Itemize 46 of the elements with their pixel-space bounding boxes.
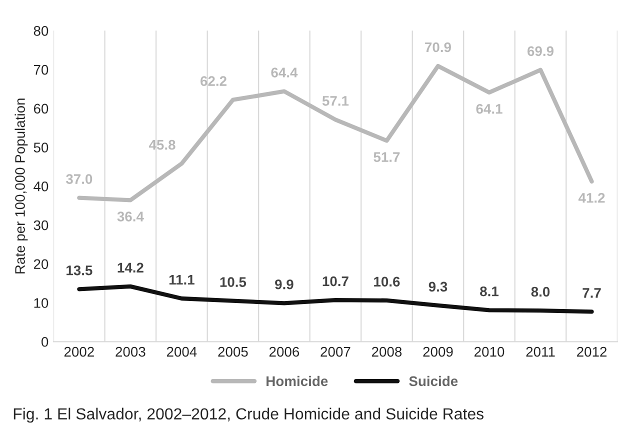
x-tick-label: 2004 bbox=[166, 346, 197, 357]
y-tick-label: 20 bbox=[34, 259, 48, 270]
y-tick-label: 30 bbox=[34, 220, 48, 230]
data-label: 9.3 bbox=[428, 282, 448, 292]
data-label: 62.2 bbox=[200, 76, 226, 86]
y-tick-label: 60 bbox=[34, 104, 48, 114]
y-tick-label: 10 bbox=[34, 298, 48, 308]
caption: Fig. 1 El Salvador, 2002–2012, Crude Homicide and Suicide Rates bbox=[14, 408, 484, 423]
x-tick-label: 2005 bbox=[218, 346, 248, 357]
data-label: 37.0 bbox=[66, 174, 92, 184]
data-label: 11.1 bbox=[169, 274, 194, 284]
data-label: 57.1 bbox=[322, 96, 349, 106]
data-label: 14.2 bbox=[118, 262, 144, 272]
data-label: 45.8 bbox=[148, 140, 176, 150]
x-tick-label: 2010 bbox=[474, 346, 504, 357]
data-label: 69.9 bbox=[528, 46, 554, 56]
y-axis-title: Rate per 100,000 Population bbox=[14, 98, 28, 274]
data-label: 51.7 bbox=[374, 152, 400, 162]
legend-label: Suicide bbox=[409, 376, 458, 386]
x-tick-label: 2007 bbox=[320, 346, 350, 357]
data-label: 8.1 bbox=[480, 286, 499, 296]
data-label: 10.7 bbox=[322, 276, 348, 286]
x-tick-label: 2011 bbox=[526, 346, 555, 357]
data-label: 10.6 bbox=[374, 276, 400, 287]
x-tick-label: 2008 bbox=[372, 346, 402, 357]
y-tick-label: 50 bbox=[34, 142, 48, 152]
data-label: 13.5 bbox=[66, 265, 92, 276]
data-label: 9.9 bbox=[275, 279, 294, 290]
x-tick-label: 2012 bbox=[577, 346, 607, 357]
y-tick-label: 40 bbox=[34, 181, 48, 192]
data-label: 70.9 bbox=[425, 42, 451, 52]
x-tick-label: 2009 bbox=[423, 346, 453, 357]
data-label: 64.1 bbox=[476, 104, 502, 114]
data-label: 8.0 bbox=[531, 286, 550, 297]
x-tick-label: 2006 bbox=[269, 346, 300, 357]
y-tick-label: 0 bbox=[42, 336, 48, 347]
x-tick-label: 2002 bbox=[64, 346, 94, 357]
data-label: 36.4 bbox=[117, 212, 144, 222]
data-label: 7.7 bbox=[582, 288, 601, 298]
y-tick-label: 70 bbox=[34, 64, 48, 75]
data-label: 64.4 bbox=[271, 68, 298, 78]
legend-label: Homicide bbox=[266, 376, 328, 386]
data-label: 10.5 bbox=[220, 277, 246, 287]
data-label: 41.2 bbox=[578, 192, 605, 203]
x-tick-label: 2003 bbox=[116, 346, 146, 357]
y-tick-label: 80 bbox=[34, 26, 48, 36]
